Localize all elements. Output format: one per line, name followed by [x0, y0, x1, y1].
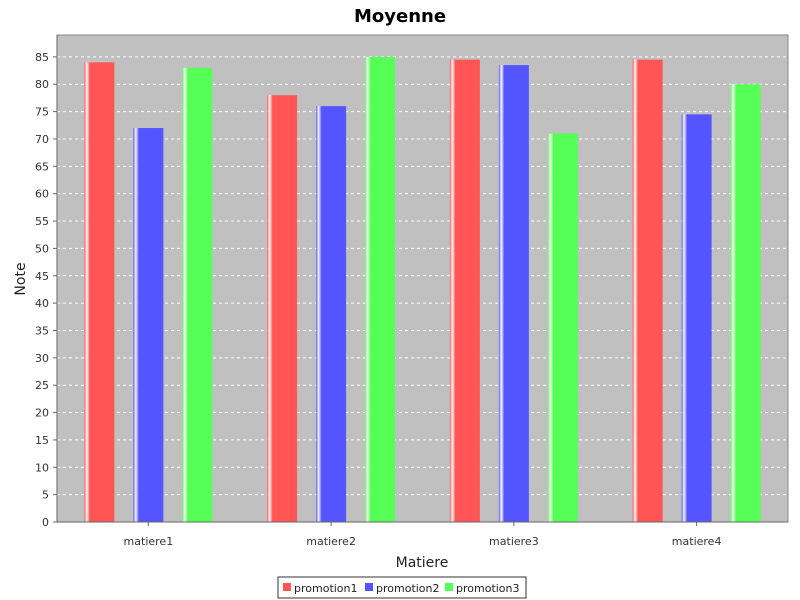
y-tick-label: 5 [42, 489, 49, 502]
legend-swatch [283, 583, 291, 591]
legend: promotion1 promotion2 promotion3 [277, 576, 527, 599]
bar-promotion1-matiere4 [632, 59, 663, 522]
bar-promotion3-matiere1 [182, 67, 213, 523]
bar-promotion2-matiere4 [681, 114, 712, 522]
x-tick-label: matiere2 [306, 535, 356, 548]
legend-box [277, 576, 527, 599]
y-tick-label: 85 [35, 51, 49, 64]
y-tick-label: 40 [35, 297, 49, 310]
legend-swatch [365, 583, 373, 591]
x-axis-label: Matiere [396, 555, 449, 571]
x-tick-label: matiere4 [672, 535, 722, 548]
y-tick-label: 20 [35, 407, 49, 420]
plot-area [56, 34, 789, 523]
bar-promotion3-matiere3 [547, 133, 578, 522]
y-axis: 0 5 10 15 20 25 30 35 40 45 50 55 60 65 70 75 80 85 [35, 35, 58, 529]
y-tick-label: 15 [35, 434, 49, 447]
y-tick-label: 50 [35, 242, 49, 255]
bar-promotion2-matiere3 [498, 65, 529, 522]
legend-label: promotion2 [376, 582, 440, 595]
y-tick-label: 35 [35, 324, 49, 337]
bar-promotion2-matiere1 [133, 128, 164, 523]
bar-promotion1-matiere3 [449, 59, 480, 522]
bar-promotion3-matiere4 [730, 84, 761, 522]
legend-label: promotion3 [456, 582, 520, 595]
y-tick-label: 30 [35, 352, 49, 365]
y-tick-label: 25 [35, 379, 49, 392]
gridlines [57, 56, 788, 496]
legend-swatch [445, 583, 453, 591]
y-tick-label: 55 [35, 215, 49, 228]
bar-promotion1-matiere1 [84, 62, 115, 522]
y-tick-label: 10 [35, 461, 49, 474]
y-axis-label: Note [13, 262, 29, 295]
chart-title: Moyenne [354, 6, 446, 27]
y-tick-label: 70 [35, 133, 49, 146]
y-tick-label: 60 [35, 188, 49, 201]
bar-promotion2-matiere2 [316, 106, 347, 523]
bar-promotion3-matiere2 [365, 56, 396, 523]
y-tick-label: 75 [35, 106, 49, 119]
y-tick-label: 45 [35, 270, 49, 283]
bar-promotion1-matiere2 [267, 95, 298, 522]
x-axis: matiere1 matiere2 matiere3 matiere4 [57, 521, 788, 548]
y-tick-label: 0 [42, 516, 49, 529]
y-tick-label: 80 [35, 78, 49, 91]
y-tick-label: 65 [35, 160, 49, 173]
bars [84, 56, 761, 523]
x-tick-label: matiere3 [489, 535, 539, 548]
legend-label: promotion1 [294, 582, 358, 595]
x-tick-label: matiere1 [124, 535, 174, 548]
